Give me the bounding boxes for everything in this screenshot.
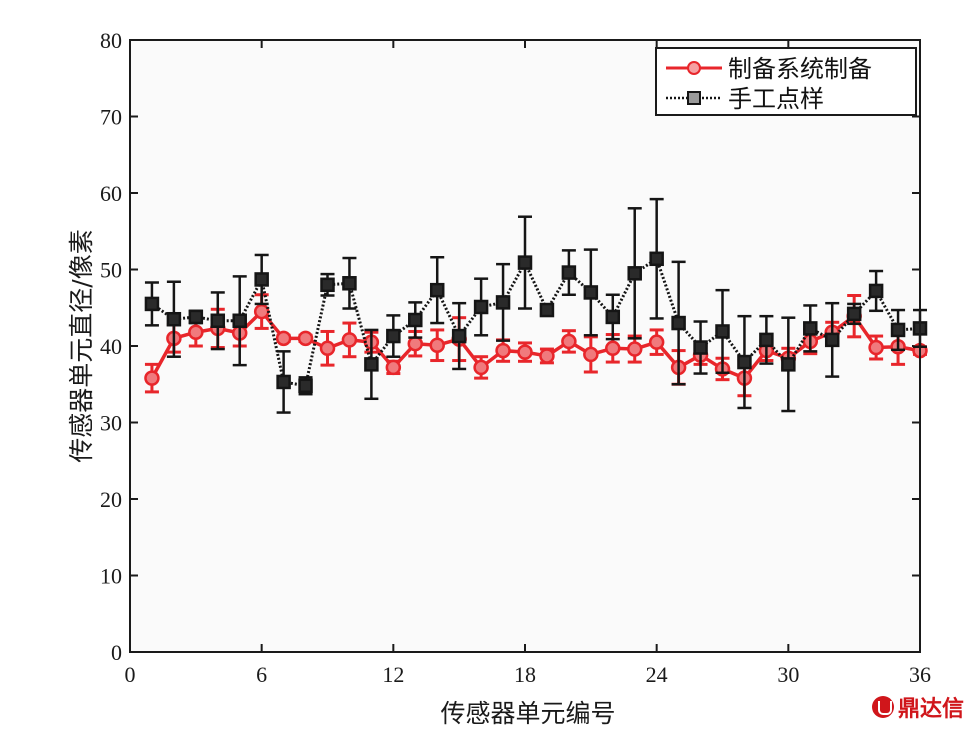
red-point bbox=[648, 334, 665, 350]
red-point bbox=[319, 340, 336, 357]
red-point bbox=[275, 330, 292, 347]
black-point bbox=[495, 295, 511, 310]
y-tick-label: 40 bbox=[100, 334, 122, 359]
black-point bbox=[232, 313, 247, 329]
red-point bbox=[253, 303, 270, 320]
black-point bbox=[781, 357, 796, 372]
x-tick-label: 18 bbox=[514, 662, 536, 687]
x-axis: 0 6 12 18 24 30 36 bbox=[125, 40, 931, 687]
x-tick-label: 24 bbox=[646, 662, 668, 687]
red-point bbox=[583, 346, 599, 363]
black-point bbox=[298, 378, 313, 394]
black-point bbox=[627, 266, 642, 281]
black-point bbox=[605, 309, 621, 325]
x-tick-label: 30 bbox=[777, 662, 799, 687]
red-point bbox=[561, 333, 577, 350]
black-point bbox=[254, 272, 269, 287]
legend-swatch-marker-series-2 bbox=[687, 91, 701, 105]
black-point bbox=[451, 328, 467, 344]
black-point bbox=[276, 374, 291, 390]
black-point bbox=[386, 328, 401, 344]
black-point bbox=[188, 309, 204, 325]
x-tick-label: 12 bbox=[382, 662, 404, 687]
black-series bbox=[144, 197, 928, 414]
series-layer bbox=[144, 197, 928, 414]
black-point bbox=[364, 357, 379, 372]
red-point bbox=[385, 359, 402, 376]
black-point bbox=[846, 306, 862, 322]
y-axis-label: 传感器单元直径/像素 bbox=[67, 229, 96, 462]
y-tick-label: 0 bbox=[111, 640, 122, 665]
y-tick-label: 60 bbox=[100, 181, 122, 206]
red-point bbox=[429, 337, 445, 353]
x-axis-label: 传感器单元编号 bbox=[440, 699, 615, 728]
legend: 制备系统制备 手工点样 bbox=[655, 47, 917, 116]
black-point bbox=[408, 312, 423, 328]
legend-label-series-1: 制备系统制备 bbox=[728, 55, 872, 83]
red-point bbox=[188, 324, 204, 340]
y-tick-label: 70 bbox=[100, 105, 122, 130]
red-point bbox=[341, 332, 358, 348]
black-point bbox=[649, 251, 664, 267]
black-point bbox=[539, 302, 555, 318]
black-point bbox=[759, 332, 774, 348]
red-point bbox=[868, 339, 884, 356]
y-tick-label: 20 bbox=[100, 487, 122, 512]
y-tick-label: 50 bbox=[100, 258, 122, 283]
legend-label-series-2: 手工点样 bbox=[728, 85, 824, 113]
black-point bbox=[517, 255, 533, 270]
black-point bbox=[342, 276, 357, 291]
x-tick-label: 0 bbox=[125, 662, 136, 687]
black-point bbox=[868, 283, 884, 299]
black-point bbox=[737, 354, 752, 370]
red-point bbox=[407, 335, 424, 352]
watermark-icon bbox=[871, 696, 894, 718]
red-point bbox=[539, 348, 555, 364]
red-point bbox=[473, 359, 489, 376]
black-point bbox=[671, 315, 686, 331]
red-point bbox=[144, 370, 160, 386]
y-axis: 0 10 20 30 40 50 60 70 80 bbox=[100, 28, 920, 665]
watermark-logo: 鼎达信 bbox=[871, 691, 964, 723]
black-point bbox=[429, 282, 445, 298]
black-point bbox=[583, 285, 599, 300]
black-point bbox=[890, 322, 906, 338]
black-point bbox=[803, 321, 818, 336]
red-point bbox=[297, 330, 314, 347]
black-point bbox=[320, 277, 335, 293]
plot-frame bbox=[129, 39, 921, 653]
red-point bbox=[517, 344, 533, 360]
black-point bbox=[473, 299, 489, 315]
black-point bbox=[824, 332, 840, 348]
x-tick-label: 6 bbox=[256, 662, 267, 687]
y-tick-label: 10 bbox=[100, 564, 122, 589]
x-tick-label: 36 bbox=[909, 662, 931, 687]
black-point bbox=[210, 313, 226, 329]
watermark-text: 鼎达信 bbox=[897, 697, 964, 722]
red-point bbox=[495, 342, 511, 359]
red-point bbox=[626, 341, 643, 357]
black-point bbox=[144, 296, 160, 312]
black-point bbox=[693, 340, 708, 355]
legend-swatch-marker-series-1 bbox=[687, 61, 701, 75]
black-point bbox=[166, 311, 182, 327]
black-point bbox=[561, 265, 577, 280]
black-point bbox=[715, 324, 730, 339]
y-tick-label: 80 bbox=[100, 28, 122, 53]
y-tick-label: 30 bbox=[100, 411, 122, 436]
red-point bbox=[605, 340, 621, 357]
